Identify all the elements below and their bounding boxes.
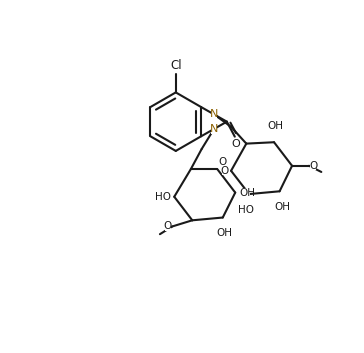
Text: OH: OH	[240, 187, 256, 198]
Bar	[270, 122, 281, 131]
Bar	[165, 222, 171, 231]
Bar	[170, 63, 181, 72]
Bar	[161, 192, 171, 201]
Text: O: O	[310, 161, 318, 171]
Text: O: O	[231, 139, 240, 149]
Text: HO: HO	[155, 192, 171, 202]
Text: OH: OH	[275, 202, 291, 212]
Text: HO: HO	[238, 205, 254, 215]
Bar	[232, 139, 239, 148]
Bar	[211, 110, 217, 119]
Bar	[219, 228, 229, 237]
Text: OH: OH	[216, 228, 232, 238]
Text: O: O	[221, 166, 229, 176]
Text: N: N	[210, 124, 218, 134]
Bar	[240, 188, 250, 197]
Bar	[211, 124, 217, 133]
Bar	[278, 202, 288, 211]
Bar	[222, 166, 229, 175]
Text: O: O	[219, 157, 227, 167]
Text: OH: OH	[268, 121, 284, 131]
Bar	[310, 161, 316, 170]
Text: N: N	[210, 109, 218, 119]
Text: O: O	[163, 221, 171, 232]
Bar	[241, 205, 251, 214]
Text: Cl: Cl	[170, 59, 182, 72]
Bar	[219, 158, 225, 167]
